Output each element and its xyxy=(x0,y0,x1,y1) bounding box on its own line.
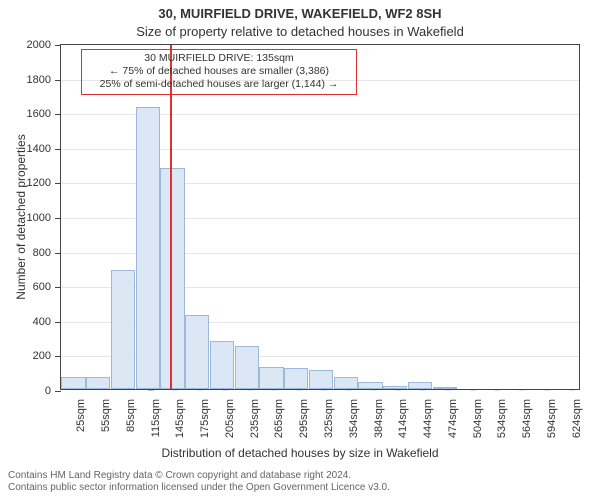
y-axis-label: Number of detached properties xyxy=(14,44,28,390)
x-tick: 205sqm xyxy=(222,389,236,438)
x-tick: 414sqm xyxy=(395,389,409,438)
x-tick: 55sqm xyxy=(98,389,112,432)
y-tick: 400 xyxy=(33,316,61,328)
histogram-bar xyxy=(136,107,160,389)
histogram-bar xyxy=(284,368,308,389)
y-tick: 1600 xyxy=(27,108,61,120)
x-tick: 235sqm xyxy=(247,389,261,438)
x-tick: 354sqm xyxy=(346,389,360,438)
page-title: 30, MUIRFIELD DRIVE, WAKEFIELD, WF2 8SH xyxy=(0,6,600,21)
x-tick: 265sqm xyxy=(271,389,285,438)
histogram-bar xyxy=(408,382,432,389)
x-tick: 624sqm xyxy=(569,389,583,438)
annotation-line: ← 75% of detached houses are smaller (3,… xyxy=(88,65,350,78)
x-tick: 85sqm xyxy=(123,389,137,432)
y-tick: 600 xyxy=(33,281,61,293)
y-tick: 1000 xyxy=(27,212,61,224)
x-tick: 474sqm xyxy=(445,389,459,438)
x-tick: 534sqm xyxy=(494,389,508,438)
x-tick: 175sqm xyxy=(197,389,211,438)
histogram-bar xyxy=(259,367,283,389)
annotation-line: 25% of semi-detached houses are larger (… xyxy=(88,78,350,91)
x-tick: 25sqm xyxy=(73,389,87,432)
footer-line: Contains public sector information licen… xyxy=(8,482,592,494)
histogram-bar xyxy=(86,377,110,389)
plot-area: 020040060080010001200140016001800200025s… xyxy=(60,44,580,390)
y-tick: 200 xyxy=(33,350,61,362)
histogram-bar xyxy=(309,370,333,389)
x-tick: 594sqm xyxy=(544,389,558,438)
reference-annotation: 30 MUIRFIELD DRIVE: 135sqm ← 75% of deta… xyxy=(81,49,357,95)
y-tick: 1800 xyxy=(27,74,61,86)
x-tick: 115sqm xyxy=(148,389,162,437)
chart-root: 30, MUIRFIELD DRIVE, WAKEFIELD, WF2 8SH … xyxy=(0,0,600,500)
y-tick: 1200 xyxy=(27,177,61,189)
histogram-bar xyxy=(210,341,234,389)
histogram-bar xyxy=(61,377,85,389)
histogram-bar xyxy=(185,315,209,389)
x-axis-label: Distribution of detached houses by size … xyxy=(0,446,600,460)
x-tick: 325sqm xyxy=(321,389,335,438)
footer-line: Contains HM Land Registry data © Crown c… xyxy=(8,470,592,482)
x-tick: 295sqm xyxy=(296,389,310,438)
histogram-bar xyxy=(358,382,382,389)
reference-line xyxy=(170,45,172,389)
page-subtitle: Size of property relative to detached ho… xyxy=(0,24,600,39)
histogram-bar xyxy=(160,168,184,389)
y-tick: 1400 xyxy=(27,143,61,155)
x-tick: 145sqm xyxy=(172,389,186,438)
x-tick: 504sqm xyxy=(470,389,484,438)
x-tick: 384sqm xyxy=(371,389,385,438)
x-tick: 444sqm xyxy=(420,389,434,438)
x-tick: 564sqm xyxy=(519,389,533,438)
histogram-bar xyxy=(111,270,135,389)
histogram-bar xyxy=(334,377,358,389)
footer: Contains HM Land Registry data © Crown c… xyxy=(8,470,592,494)
annotation-line: 30 MUIRFIELD DRIVE: 135sqm xyxy=(88,52,350,65)
y-tick: 0 xyxy=(45,385,61,397)
y-tick: 800 xyxy=(33,247,61,259)
y-tick: 2000 xyxy=(27,39,61,51)
histogram-bar xyxy=(235,346,259,389)
